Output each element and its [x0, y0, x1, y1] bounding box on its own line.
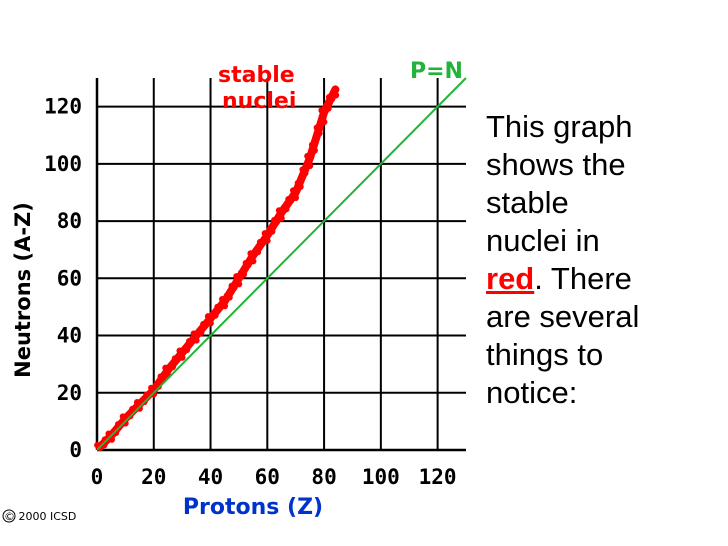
y-tick-label-60: 60 — [57, 266, 82, 290]
series-pn-line — [96, 77, 467, 451]
stable-nucleus-point — [223, 292, 231, 299]
caption-red-word: red — [486, 261, 535, 296]
credit-text: © 2000 ICSD — [4, 510, 76, 523]
grid — [95, 78, 466, 452]
caption-line-3: stable — [486, 185, 569, 220]
stable-nucleus-point — [171, 355, 179, 362]
credit: © 2000 ICSD — [2, 509, 76, 523]
stable-nucleus-point — [250, 258, 257, 265]
stable-nucleus-point — [266, 226, 273, 233]
stable-nucleus-point — [129, 405, 136, 413]
stable-nucleus-point — [256, 238, 264, 246]
x-tick-labels: 0 20 40 60 80 100 120 — [91, 465, 457, 489]
y-tick-label-120: 120 — [44, 95, 82, 119]
y-tick-labels: 0 20 40 60 80 100 120 — [44, 95, 82, 462]
stable-nucleus-point — [316, 130, 323, 137]
stable-nucleus-point — [148, 384, 155, 392]
stable-nucleus-point — [261, 230, 269, 237]
caption: This graph shows the stable nuclei in re… — [486, 108, 722, 412]
stable-nucleus-point — [110, 428, 117, 436]
stable-nucleus-point — [242, 259, 250, 267]
stable-nucleus-point — [292, 194, 300, 201]
stable-nucleus-point — [252, 247, 259, 254]
stable-nucleus-point — [193, 337, 200, 344]
caption-line-4: nuclei in — [486, 223, 600, 258]
stable-nucleus-point — [289, 187, 297, 194]
stable-nucleus-point — [285, 195, 292, 203]
stable-nucleus-point — [233, 273, 240, 280]
stable-nucleus-point — [150, 391, 158, 398]
x-tick-label-0: 0 — [91, 465, 104, 489]
y-tick-label-80: 80 — [57, 209, 82, 233]
caption-line-5-rest: . There — [534, 261, 632, 296]
caption-line-6: are several — [486, 299, 640, 334]
series-stable-nuclei — [94, 85, 340, 452]
stable-nucleus-point — [322, 103, 329, 110]
stable-nucleus-point — [207, 320, 214, 327]
copyright-icon — [2, 509, 16, 523]
x-tick-label-120: 120 — [419, 465, 457, 489]
stable-nucleus-point — [321, 118, 328, 126]
stable-nucleus-point — [280, 204, 287, 212]
stable-nucleus-point — [219, 296, 226, 303]
stable-nucleus-point — [166, 362, 174, 370]
stable-nucleus-point — [264, 237, 271, 244]
stable-nucleus-point — [325, 93, 333, 101]
stable-nucleus-point — [119, 413, 127, 420]
stable-nucleus-point — [308, 141, 316, 149]
stable-nucleus-point — [179, 354, 186, 361]
stable-nucleus-point — [304, 152, 311, 160]
y-tick-label-0: 0 — [69, 438, 82, 462]
stable-nucleus-point — [299, 166, 306, 173]
annotation-nuclei: nuclei — [222, 89, 296, 114]
stable-nucleus-point — [275, 207, 283, 214]
stable-nucleus-point — [152, 382, 160, 389]
stable-nucleus-point — [221, 302, 229, 310]
stable-nucleus-point — [133, 399, 141, 406]
x-tick-label-80: 80 — [311, 465, 336, 489]
caption-line-5: red. There — [486, 260, 722, 298]
stable-nucleus-point — [214, 303, 221, 311]
stable-nucleus-point — [311, 147, 318, 154]
x-tick-label-20: 20 — [141, 465, 166, 489]
caption-line-1: This graph — [486, 109, 633, 144]
stable-nucleus-point — [228, 282, 235, 290]
stable-nucleus-point — [136, 405, 143, 412]
y-tick-label-100: 100 — [44, 152, 82, 176]
stable-nucleus-point — [313, 124, 321, 131]
x-axis-label: Protons (Z) — [183, 495, 323, 520]
stable-nucleus-point — [209, 311, 216, 318]
stable-nucleus-point — [181, 345, 188, 353]
stable-nucleus-point — [143, 391, 150, 398]
x-tick-label-40: 40 — [198, 465, 223, 489]
y-tick-label-40: 40 — [57, 324, 82, 348]
caption-line-7: things to — [486, 337, 604, 372]
x-tick-label-100: 100 — [362, 465, 400, 489]
annotation-pn: P=N — [410, 59, 463, 84]
stable-nucleus-point — [271, 216, 278, 224]
x-tick-label-60: 60 — [255, 465, 280, 489]
stable-nucleus-point — [306, 162, 314, 170]
pn-line — [96, 77, 467, 451]
stable-nucleus-point — [237, 269, 245, 276]
caption-line-2: shows the — [486, 147, 626, 182]
y-tick-label-20: 20 — [57, 381, 82, 405]
annotation-stable: stable — [218, 63, 295, 88]
stable-nucleus-point — [235, 280, 243, 288]
stable-nucleus-point — [185, 338, 193, 345]
stable-nucleus-point — [332, 92, 340, 99]
stable-nucleus-point — [247, 250, 254, 257]
stable-nucleus-point — [157, 373, 164, 380]
stable-nucleus-point — [200, 320, 207, 328]
stable-nucleus-point — [278, 215, 285, 222]
y-axis-label: Neutrons (A-Z) — [11, 202, 35, 378]
caption-line-8: notice: — [486, 375, 578, 410]
stable-nucleus-point — [195, 328, 202, 336]
stable-nucleus-point — [294, 179, 302, 187]
